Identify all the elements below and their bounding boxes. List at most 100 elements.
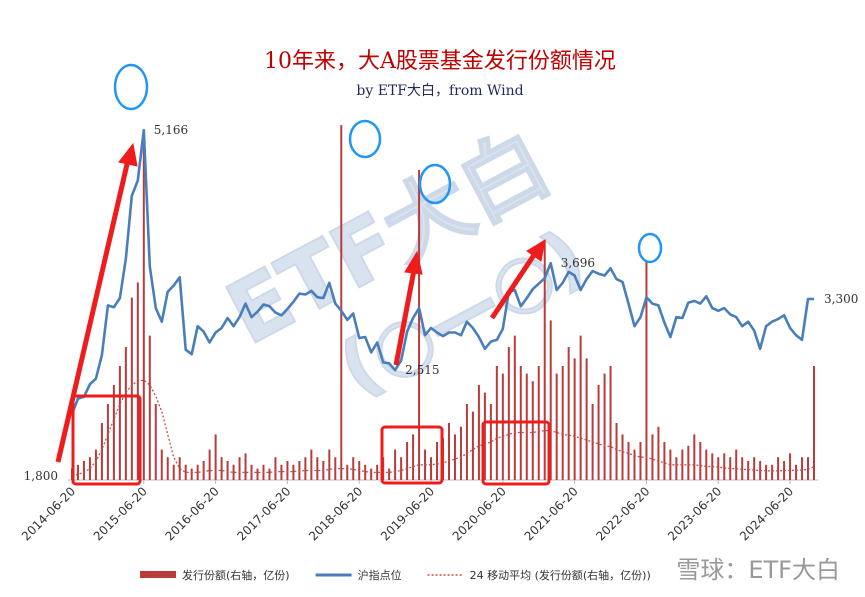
data-label: 1,800 <box>24 469 58 483</box>
bar <box>657 426 660 480</box>
bar <box>795 464 798 480</box>
watermark-corner: 雪球：ETF大白 <box>676 556 840 584</box>
bar <box>412 434 415 480</box>
bar <box>483 392 486 480</box>
x-tick-label: 2023-06-20 <box>665 484 724 543</box>
bar <box>729 457 732 480</box>
bar <box>370 468 373 480</box>
bar <box>741 457 744 480</box>
bar <box>447 423 450 480</box>
bar <box>765 464 768 480</box>
bar <box>274 457 277 480</box>
bar <box>453 434 456 480</box>
bar <box>208 449 211 480</box>
bar <box>651 434 654 480</box>
bar <box>244 453 247 480</box>
bar <box>178 457 181 480</box>
bar <box>100 423 103 480</box>
x-tick-label: 2021-06-20 <box>522 484 581 543</box>
bar <box>807 457 810 480</box>
bar <box>675 457 678 480</box>
bar <box>238 457 241 480</box>
x-tick-label: 2016-06-20 <box>163 484 222 543</box>
bar <box>813 366 815 480</box>
bar <box>430 457 433 480</box>
bar <box>693 434 696 480</box>
data-label: 5,166 <box>154 123 188 137</box>
arrow <box>55 159 131 463</box>
bar <box>735 449 738 480</box>
x-tick-label: 2024-06-20 <box>737 484 796 543</box>
bar <box>717 457 720 480</box>
bar <box>376 464 379 480</box>
x-tick-label: 2018-06-20 <box>306 484 365 543</box>
legend: 发行份额(右轴，亿份) 沪指点位 24 移动平均 (发行份额(右轴，亿份)) <box>140 568 651 582</box>
bar <box>256 468 259 480</box>
legend-label: 24 移动平均 (发行份额(右轴，亿份)) <box>470 568 651 582</box>
bar <box>663 442 666 480</box>
bar <box>130 297 133 480</box>
arrow <box>393 269 417 366</box>
bar <box>154 404 157 480</box>
bar <box>112 385 115 480</box>
bar <box>394 449 397 480</box>
bar <box>280 464 283 480</box>
bar <box>705 449 708 480</box>
bar <box>573 358 576 480</box>
bar <box>184 464 187 480</box>
x-tick-label: 2017-06-20 <box>234 484 293 543</box>
bar <box>118 366 121 480</box>
legend-label: 沪指点位 <box>358 568 402 582</box>
bar <box>202 461 205 480</box>
moving-average-line <box>71 379 815 477</box>
bar <box>436 442 439 480</box>
bar <box>525 373 528 480</box>
bar <box>226 461 229 480</box>
index-line <box>70 128 814 415</box>
bar <box>567 347 570 480</box>
bar <box>597 385 600 480</box>
box <box>380 425 444 485</box>
bar <box>406 442 409 480</box>
bar <box>789 453 792 480</box>
highlight-circles <box>113 63 663 264</box>
bar <box>549 320 552 480</box>
bar <box>316 457 319 480</box>
bar <box>418 169 421 481</box>
bar <box>400 457 403 480</box>
bar <box>268 468 271 480</box>
bar <box>555 373 558 480</box>
bar <box>310 449 313 480</box>
x-tick-label: 2020-06-20 <box>450 484 509 543</box>
bar <box>76 464 79 480</box>
box <box>481 420 551 486</box>
bar <box>687 445 690 480</box>
bar <box>328 449 331 480</box>
bar <box>723 453 726 480</box>
bar <box>621 434 624 480</box>
bar <box>172 464 175 480</box>
legend-swatch <box>140 571 176 578</box>
arrowhead <box>404 250 423 275</box>
bar <box>124 347 127 480</box>
bar <box>88 457 91 480</box>
bar <box>340 125 343 480</box>
bar <box>232 464 235 480</box>
bar <box>364 464 367 480</box>
bar <box>292 464 295 480</box>
bar <box>196 464 199 480</box>
bar <box>286 461 289 480</box>
chart-subtitle: by ETF大白，from Wind <box>356 83 523 99</box>
x-tick-label: 2015-06-20 <box>91 484 150 543</box>
bar <box>106 404 109 480</box>
bar <box>627 442 630 480</box>
bar <box>777 457 780 480</box>
highlight-boxes <box>71 394 551 486</box>
bar <box>669 449 672 480</box>
circle <box>113 63 149 111</box>
bar <box>513 335 516 480</box>
bar <box>633 449 636 480</box>
bar <box>388 468 391 480</box>
bar <box>459 426 462 480</box>
